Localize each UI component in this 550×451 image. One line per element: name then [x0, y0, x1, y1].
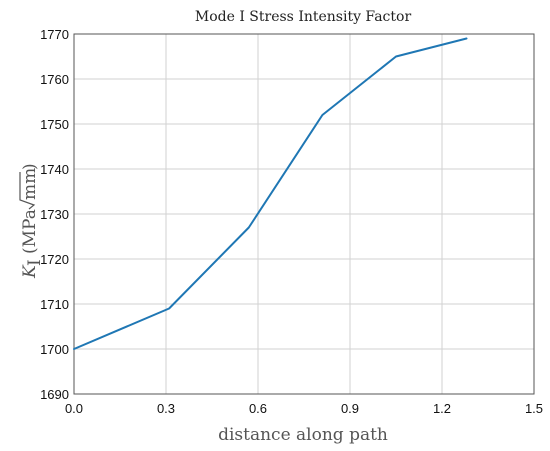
y-axis-label-units-radicand: mm — [20, 168, 40, 200]
y-axis-label: K I (MPa mm ) — [19, 163, 45, 279]
y-tick-label: 1770 — [40, 27, 69, 42]
series-line — [73, 37, 468, 350]
y-axis-label-units-close: ) — [20, 163, 40, 170]
x-tick-labels: 0.0 0.3 0.6 0.9 1.2 1.5 — [65, 401, 543, 416]
y-tick-label: 1750 — [40, 117, 69, 132]
x-tick-label: 0.0 — [65, 401, 83, 416]
x-axis-label: distance along path — [218, 425, 388, 445]
y-tick-labels: 1690 1700 1710 1720 1730 1740 1750 1760 1770 — [40, 27, 69, 402]
y-axis-label-symbol: K — [20, 264, 40, 279]
y-tick-label: 1710 — [40, 297, 69, 312]
y-tick-label: 1760 — [40, 72, 69, 87]
plot-frame — [73, 33, 535, 395]
y-tick-label: 1730 — [40, 207, 69, 222]
x-tick-label: 0.6 — [249, 401, 267, 416]
x-tick-label: 1.2 — [433, 401, 451, 416]
y-tick-label: 1690 — [40, 387, 69, 402]
grid — [73, 33, 535, 395]
y-axis-label-units-open: (MPa — [20, 209, 40, 254]
x-tick-label: 0.3 — [157, 401, 175, 416]
y-axis-label-root-sign — [19, 172, 36, 210]
chart-title: Mode I Stress Intensity Factor — [195, 9, 412, 25]
y-tick-label: 1720 — [40, 252, 69, 267]
x-tick-label: 0.9 — [341, 401, 359, 416]
y-axis-label-subscript: I — [25, 259, 45, 266]
x-tick-label: 1.5 — [525, 401, 543, 416]
y-tick-label: 1700 — [40, 342, 69, 357]
series-group — [73, 37, 468, 350]
y-tick-label: 1740 — [40, 162, 69, 177]
